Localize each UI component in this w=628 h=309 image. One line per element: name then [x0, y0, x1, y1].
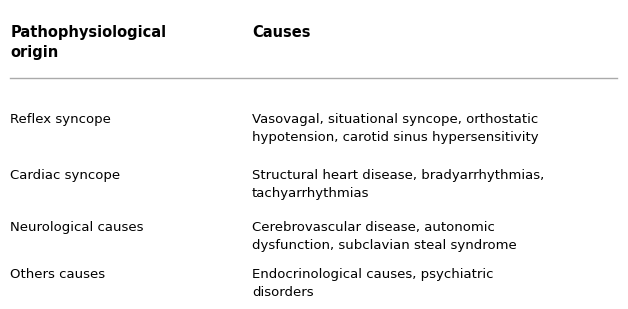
Text: Cardiac syncope: Cardiac syncope: [10, 168, 121, 181]
Text: Causes: Causes: [252, 25, 310, 40]
Text: Cerebrovascular disease, autonomic
dysfunction, subclavian steal syndrome: Cerebrovascular disease, autonomic dysfu…: [252, 221, 517, 252]
Text: Vasovagal, situational syncope, orthostatic
hypotension, carotid sinus hypersens: Vasovagal, situational syncope, orthosta…: [252, 113, 539, 144]
Text: Structural heart disease, bradyarrhythmias,
tachyarrhythmias: Structural heart disease, bradyarrhythmi…: [252, 168, 544, 200]
Text: Reflex syncope: Reflex syncope: [10, 113, 111, 126]
Text: Others causes: Others causes: [10, 268, 106, 281]
Text: Neurological causes: Neurological causes: [10, 221, 144, 234]
Text: Endocrinological causes, psychiatric
disorders: Endocrinological causes, psychiatric dis…: [252, 268, 494, 299]
Text: Pathophysiological
origin: Pathophysiological origin: [10, 25, 166, 60]
